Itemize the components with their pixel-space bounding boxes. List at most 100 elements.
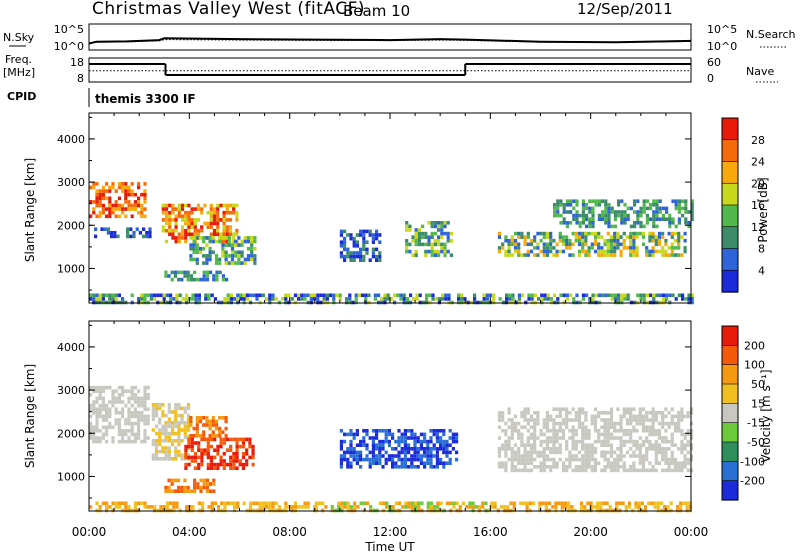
heatmap-cell [641, 421, 646, 426]
heatmap-cell [558, 425, 562, 429]
heatmap-cell [349, 258, 353, 262]
heatmap-cell [677, 210, 681, 214]
heatmap-cell [539, 429, 543, 433]
heatmap-cell [385, 505, 389, 509]
heatmap-cell [455, 450, 459, 455]
heatmap-cell [184, 466, 188, 470]
heatmap-cell [199, 277, 203, 282]
heatmap-cell [130, 432, 134, 437]
heatmap-cell [673, 425, 678, 429]
colorbar-tick-label: -100 [740, 455, 765, 468]
heatmap-cell [193, 455, 198, 460]
heatmap-cell [140, 192, 144, 197]
heatmap-cell [175, 293, 179, 298]
heatmap-cell [442, 439, 446, 444]
heatmap-cell [362, 443, 366, 447]
heatmap-cell [349, 447, 353, 451]
heatmap-cell [455, 439, 459, 444]
heatmap-cell [143, 436, 147, 440]
heatmap-cell [161, 218, 165, 222]
heatmap-cell [114, 297, 118, 301]
heatmap-cell [221, 243, 225, 247]
heatmap-cell [571, 407, 575, 411]
heatmap-cell [95, 297, 99, 301]
heatmap-cell [529, 450, 534, 455]
heatmap-cell [673, 465, 678, 469]
heatmap-cell [219, 232, 223, 237]
heatmap-cell [632, 443, 636, 447]
heatmap-cell [504, 454, 508, 458]
heatmap-cell [121, 203, 125, 208]
heatmap-cell [197, 501, 201, 506]
heatmap-cell [413, 436, 417, 440]
heatmap-cell [581, 235, 585, 239]
heatmap-cell [89, 393, 93, 397]
heatmap-cell [497, 235, 502, 239]
heatmap-cell [661, 213, 665, 218]
heatmap-cell [232, 207, 236, 211]
heatmap-cell [359, 465, 363, 469]
heatmap-cell [593, 238, 598, 243]
heatmap-cell [397, 454, 401, 458]
heatmap-cell [604, 210, 608, 214]
heatmap-cell [143, 501, 147, 506]
heatmap-cell [520, 235, 524, 239]
heatmap-cell [143, 432, 147, 437]
heatmap-cell [505, 297, 509, 301]
heatmap-cell [670, 407, 674, 411]
heatmap-cell [507, 443, 511, 447]
heatmap-cell [526, 439, 530, 444]
heatmap-cell [95, 436, 99, 440]
heatmap-cell [173, 489, 177, 493]
heatmap-cell [423, 436, 427, 440]
heatmap-cell [373, 293, 377, 298]
heatmap-cell [625, 450, 630, 455]
heatmap-cell [258, 501, 262, 506]
heatmap-cell [101, 385, 105, 390]
heatmap-cell [218, 416, 222, 420]
heatmap-cell [224, 243, 228, 247]
heatmap-cell [293, 501, 297, 506]
heatmap-cell [130, 214, 134, 219]
heatmap-cell [581, 206, 585, 211]
heatmap-cell [202, 246, 206, 251]
heatmap-cell [95, 425, 99, 429]
heatmap-cell [133, 203, 137, 208]
heatmap-cell [686, 411, 690, 415]
heatmap-cell [371, 439, 375, 444]
heatmap-cell [680, 461, 684, 465]
heatmap-cell [95, 196, 99, 201]
heatmap-cell [154, 431, 159, 436]
heatmap-cell [228, 225, 233, 229]
heatmap-cell [627, 505, 632, 509]
heatmap-cell [375, 436, 379, 440]
heatmap-cell [235, 228, 239, 233]
heatmap-cell [589, 501, 593, 506]
heatmap-cell [397, 457, 401, 462]
heatmap-cell [613, 235, 617, 239]
heatmap-cell [207, 297, 211, 301]
heatmap-cell [332, 293, 336, 298]
heatmap-cell [510, 238, 514, 243]
heatmap-cell [140, 396, 144, 401]
heatmap-cell [669, 501, 673, 506]
heatmap-cell [426, 443, 430, 447]
heatmap-cell [111, 182, 115, 186]
heatmap-cell [437, 249, 441, 254]
heatmap-cell [121, 439, 125, 444]
heatmap-cell [284, 297, 288, 301]
heatmap-cell [164, 210, 169, 215]
heatmap-cell [651, 425, 655, 429]
heatmap-cell [429, 450, 433, 455]
heatmap-cell [164, 218, 169, 222]
heatmap-cell [143, 414, 147, 419]
heatmap-cell [232, 452, 236, 456]
heatmap-cell [202, 434, 206, 438]
heatmap-cell [449, 231, 453, 236]
heatmap-cell [690, 210, 694, 214]
heatmap-cell [504, 432, 508, 437]
heatmap-cell [616, 238, 620, 243]
heatmap-cell [623, 210, 627, 214]
heatmap-cell [225, 448, 230, 452]
heatmap-cell [145, 231, 149, 235]
